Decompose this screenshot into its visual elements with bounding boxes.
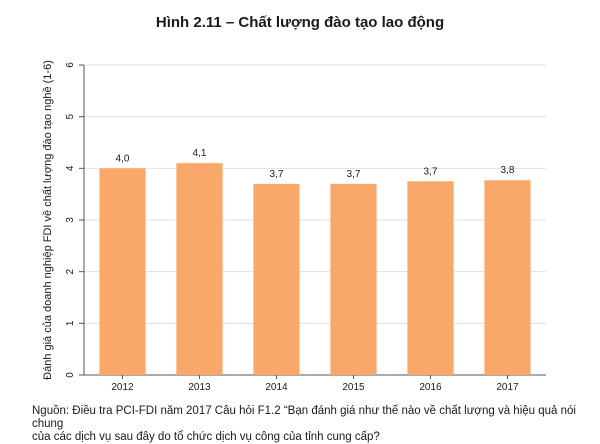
gridlines bbox=[84, 64, 546, 324]
y-tick-label: 5 bbox=[65, 113, 76, 119]
data-label-2013: 4,1 bbox=[193, 148, 207, 159]
bar-2012 bbox=[99, 168, 146, 375]
x-tick-label-2012: 2012 bbox=[111, 382, 134, 393]
x-tick-label-2017: 2017 bbox=[496, 382, 519, 393]
data-label-2015: 3,7 bbox=[347, 169, 361, 180]
y-tick-labels: 0 1 2 3 4 5 6 bbox=[65, 62, 84, 378]
bar-2015 bbox=[330, 183, 377, 375]
y-tick-label: 3 bbox=[65, 217, 76, 223]
x-tick-labels: 2012 2013 2014 2015 2016 2017 bbox=[111, 375, 519, 393]
y-tick-label: 2 bbox=[65, 268, 76, 274]
bar-2016 bbox=[407, 181, 454, 375]
source-note-line-1: Nguồn: Điều tra PCI-FDI năm 2017 Câu hỏi… bbox=[32, 405, 576, 430]
x-tick-label-2016: 2016 bbox=[419, 382, 442, 393]
data-label-2017: 3,8 bbox=[501, 165, 515, 176]
data-labels: 4,0 4,1 3,7 3,7 3,7 3,8 bbox=[116, 148, 515, 180]
source-note-line-2: của các dịch vụ sau đây do tổ chức dịch … bbox=[32, 431, 380, 443]
bar-2017 bbox=[484, 180, 531, 375]
y-axis-label: Đánh giá của doanh nghiệp FDI về chất lư… bbox=[42, 60, 54, 380]
x-tick-label-2014: 2014 bbox=[265, 382, 288, 393]
bar-2014 bbox=[253, 183, 300, 375]
y-tick-label: 4 bbox=[65, 165, 76, 171]
data-label-2014: 3,7 bbox=[270, 169, 284, 180]
source-note: Nguồn: Điều tra PCI-FDI năm 2017 Câu hỏi… bbox=[32, 405, 592, 444]
chart-title: Hình 2.11 – Chất lượng đào tạo lao động bbox=[155, 14, 445, 31]
x-tick-label-2013: 2013 bbox=[188, 382, 211, 393]
y-tick-label: 1 bbox=[65, 320, 76, 326]
data-label-2012: 4,0 bbox=[116, 153, 130, 164]
x-tick-label-2015: 2015 bbox=[342, 382, 365, 393]
y-tick-label: 6 bbox=[65, 62, 76, 68]
bars bbox=[99, 163, 531, 375]
bar-2013 bbox=[176, 163, 223, 375]
data-label-2016: 3,7 bbox=[424, 166, 438, 177]
y-tick-label: 0 bbox=[65, 372, 76, 378]
